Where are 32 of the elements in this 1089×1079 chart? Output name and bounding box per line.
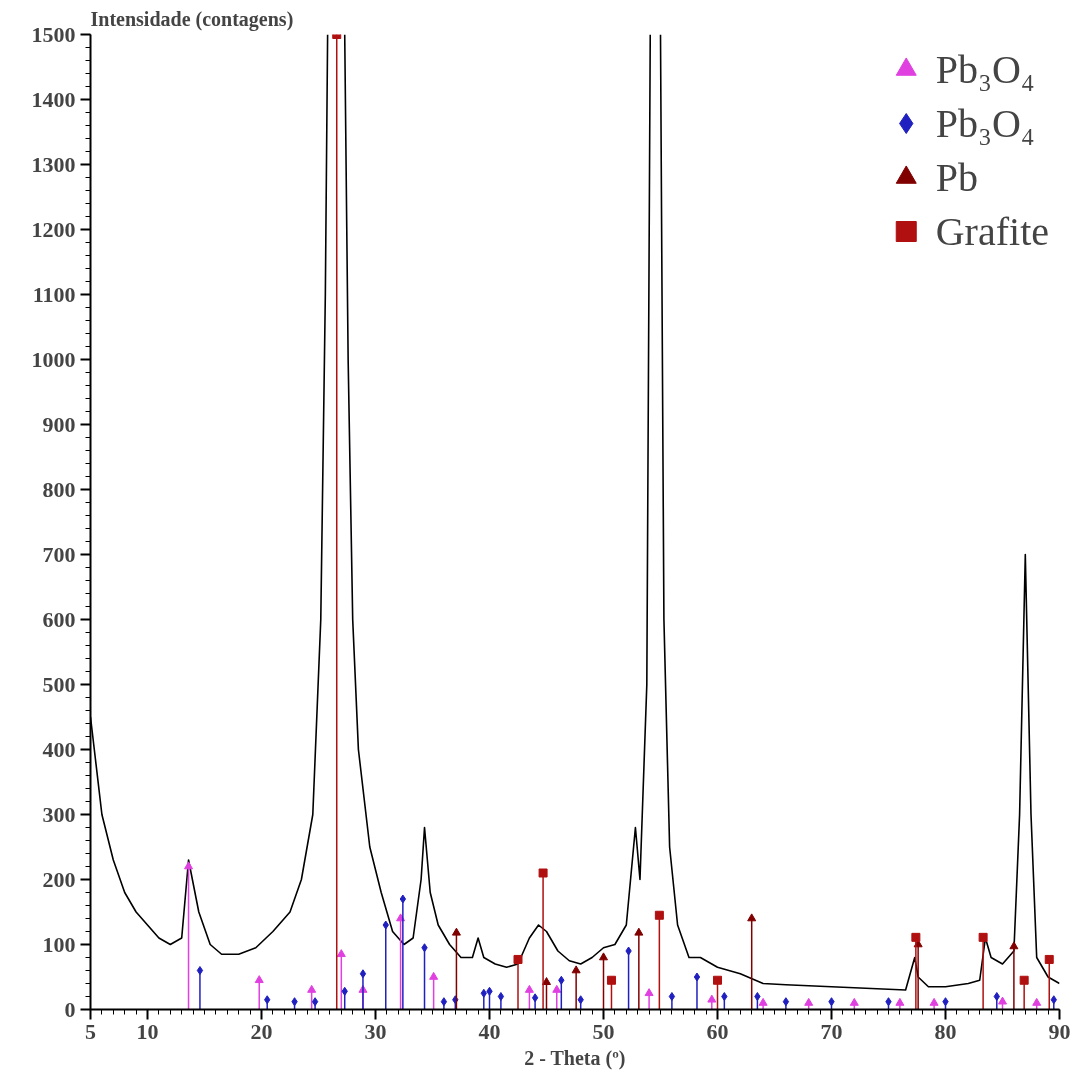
y-tick-label: 0 [64,996,76,1022]
x-tick-label: 80 [934,1018,957,1044]
y-axis-title: Intensidade (contagens) [90,7,294,31]
x-tick-label: 20 [250,1018,273,1044]
y-tick-label: 600 [42,606,76,632]
y-tick-label: 1000 [31,346,76,372]
y-tick-label: 700 [42,541,76,567]
y-tick-label: 500 [42,671,76,697]
x-tick-label: 40 [478,1018,501,1044]
legend-label: Pb [935,153,978,201]
y-tick-label: 1200 [31,216,76,242]
x-tick-label: 90 [1048,1018,1071,1044]
y-tick-label: 900 [42,411,76,437]
y-tick-label: 1100 [32,281,76,307]
y-tick-label: 200 [42,866,76,892]
x-tick-label: 5 [85,1018,96,1044]
x-tick-label: 10 [136,1018,159,1044]
y-tick-label: 1300 [31,151,76,177]
x-tick-label: 30 [364,1018,387,1044]
x-tick-label: 70 [820,1018,843,1044]
x-axis-title: 2 - Theta (º) [524,1046,626,1070]
y-tick-label: 400 [42,736,76,762]
y-tick-label: 300 [42,801,76,827]
x-tick-label: 60 [706,1018,729,1044]
legend-label: Pb₃O₄ [935,45,1035,93]
y-tick-label: 100 [42,931,76,957]
legend-label: Pb₃O₄ [935,99,1035,147]
legend-label: Grafite [935,207,1049,255]
y-tick-label: 800 [42,476,76,502]
x-tick-label: 50 [592,1018,615,1044]
y-tick-label: 1500 [31,21,76,47]
y-tick-label: 1400 [31,86,76,112]
